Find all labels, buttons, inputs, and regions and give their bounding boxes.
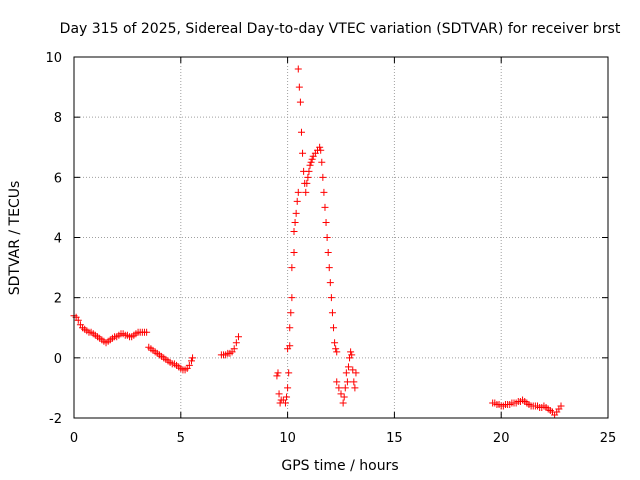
data-point	[232, 339, 240, 347]
data-point	[318, 158, 326, 166]
data-point	[304, 173, 312, 181]
x-axis-ticks: 0 5 10 15 20 25	[70, 57, 616, 446]
data-point	[333, 378, 341, 386]
data-point	[349, 366, 357, 374]
data-point	[343, 378, 351, 386]
data-points	[70, 65, 565, 419]
x-tick-label: 20	[493, 431, 510, 446]
data-point	[321, 203, 329, 211]
y-axis-ticks: -2 0 2 4 6 8 10	[45, 51, 608, 427]
y-tick-label: 2	[54, 292, 62, 307]
data-point	[295, 83, 303, 91]
y-tick-label: -2	[49, 412, 62, 427]
data-point	[347, 348, 355, 356]
data-point	[308, 155, 316, 163]
data-point	[350, 378, 358, 386]
data-point	[340, 393, 348, 401]
y-tick-label: 10	[45, 51, 62, 66]
y-axis-label: SDTVAR / TECUs	[7, 181, 23, 296]
grid	[74, 57, 608, 418]
data-point	[337, 390, 345, 398]
data-point	[339, 399, 347, 407]
chart-title: Day 315 of 2025, Sidereal Day-to-day VTE…	[60, 21, 621, 37]
data-point	[331, 339, 339, 347]
data-point	[187, 357, 195, 365]
data-point	[352, 369, 360, 377]
data-point	[302, 188, 310, 196]
data-point	[299, 149, 307, 157]
data-point	[291, 218, 299, 226]
data-point	[288, 294, 296, 302]
data-point	[185, 361, 193, 369]
data-point	[286, 342, 294, 350]
data-point	[325, 264, 333, 272]
data-point	[319, 173, 327, 181]
data-point	[305, 167, 313, 175]
data-point	[333, 348, 341, 356]
data-point	[297, 128, 305, 136]
data-point	[344, 363, 352, 371]
y-tick-label: 4	[54, 232, 62, 247]
data-point	[292, 209, 300, 217]
y-tick-label: 0	[54, 352, 62, 367]
y-tick-label: 8	[54, 111, 62, 126]
data-point	[283, 393, 291, 401]
data-point	[557, 402, 565, 410]
data-point	[281, 399, 289, 407]
data-point	[288, 264, 296, 272]
data-point	[327, 294, 335, 302]
data-point	[320, 188, 328, 196]
data-point	[290, 249, 298, 257]
data-point	[294, 65, 302, 73]
data-point	[351, 384, 359, 392]
data-point	[317, 146, 325, 154]
data-point	[286, 324, 294, 332]
data-point	[322, 218, 330, 226]
x-tick-label: 25	[600, 431, 617, 446]
data-point	[230, 345, 238, 353]
x-axis-label: GPS time / hours	[281, 458, 398, 474]
data-point	[307, 158, 315, 166]
data-point	[324, 249, 332, 257]
data-point	[316, 143, 324, 151]
data-point	[274, 369, 282, 377]
x-tick-label: 10	[279, 431, 296, 446]
x-tick-label: 5	[177, 431, 185, 446]
data-point	[275, 390, 283, 398]
data-point	[234, 333, 242, 341]
data-point	[330, 324, 338, 332]
data-point	[294, 188, 302, 196]
x-tick-label: 0	[70, 431, 78, 446]
data-point	[342, 369, 350, 377]
data-point	[332, 345, 340, 353]
data-point	[189, 354, 197, 362]
data-point	[326, 279, 334, 287]
x-tick-label: 15	[386, 431, 403, 446]
data-point	[341, 384, 349, 392]
y-tick-label: 6	[54, 171, 62, 186]
data-point	[306, 161, 314, 169]
data-point	[293, 197, 301, 205]
data-point	[143, 328, 151, 336]
data-point	[290, 227, 298, 235]
data-point	[328, 309, 336, 317]
data-point	[287, 309, 295, 317]
data-point	[273, 372, 281, 380]
data-point	[296, 98, 304, 106]
data-point	[303, 179, 311, 187]
data-point	[285, 369, 293, 377]
data-point	[348, 351, 356, 359]
data-point	[335, 384, 343, 392]
data-point	[74, 316, 82, 324]
data-point	[323, 234, 331, 241]
data-point	[284, 384, 292, 392]
